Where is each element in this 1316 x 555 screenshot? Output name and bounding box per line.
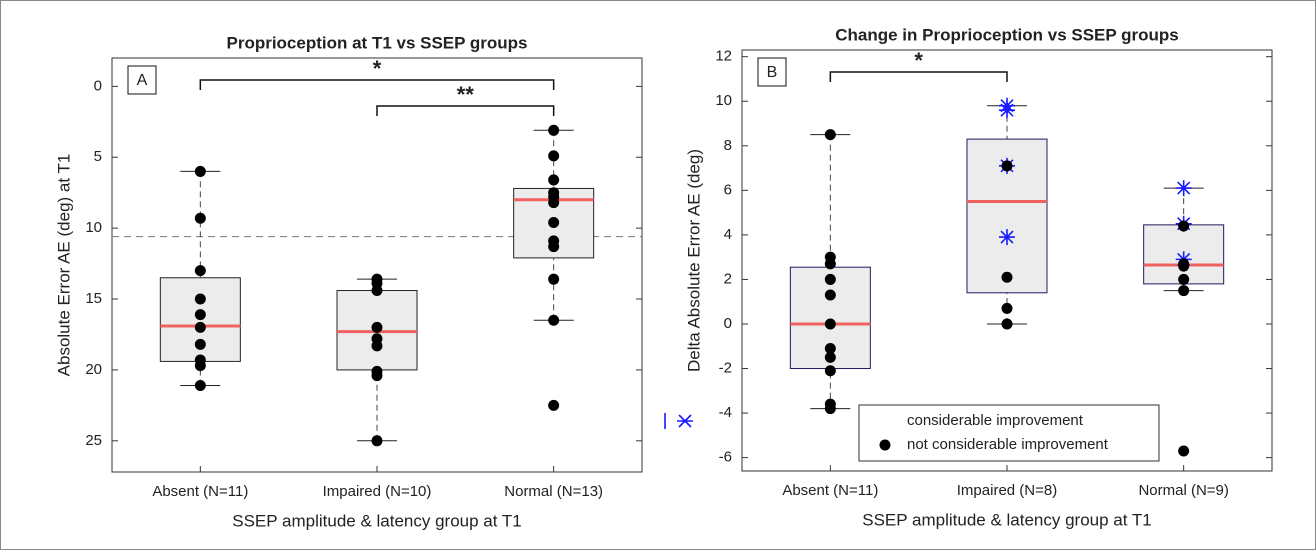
point: [371, 285, 383, 297]
legend-box: [858, 404, 1160, 462]
point: [548, 124, 560, 136]
point: [548, 241, 560, 253]
significance-label: **: [457, 82, 475, 107]
point: [1178, 445, 1190, 457]
point: [824, 129, 836, 141]
y-tick-label: 8: [724, 137, 732, 154]
point: [824, 318, 836, 330]
point: [1001, 160, 1013, 172]
y-tick-label: 5: [94, 148, 102, 165]
y-tick-label: 0: [724, 315, 732, 332]
y-tick-label: 6: [724, 181, 732, 198]
y-tick-label: 12: [715, 48, 732, 65]
point: [194, 165, 206, 177]
y-tick-label: -4: [719, 404, 732, 421]
point: [371, 370, 383, 382]
chart-title: Change in Proprioception vs SSEP groups: [835, 25, 1179, 44]
y-tick-label: 10: [715, 92, 732, 109]
point: [194, 360, 206, 372]
significance-label: *: [914, 48, 923, 73]
significance-label: *: [373, 56, 382, 81]
point: [194, 309, 206, 321]
point: [194, 321, 206, 333]
x-tick-label: Impaired (N=8): [957, 482, 1057, 499]
y-tick-label: 20: [85, 361, 102, 378]
y-tick-label: 15: [85, 290, 102, 307]
significance-bracket: [376, 105, 555, 116]
point-star: [1175, 180, 1192, 197]
point-star: [999, 229, 1015, 246]
point-star: [999, 102, 1015, 119]
point: [548, 273, 560, 285]
y-axis-label: Absolute Error AE (deg) at T1: [54, 154, 73, 377]
panel-label: A: [137, 72, 148, 89]
y-tick-label: 4: [724, 226, 732, 243]
point: [824, 351, 836, 363]
y-tick-label: 2: [724, 270, 732, 287]
y-tick-label: -6: [719, 449, 732, 466]
significance-bracket: [199, 79, 555, 90]
point: [548, 150, 560, 162]
chart-title: Proprioception at T1 vs SSEP groups: [226, 33, 527, 52]
point: [194, 265, 206, 277]
point: [1001, 318, 1013, 330]
legend-label: not considerable improvement: [907, 436, 1109, 453]
y-tick-label: 25: [85, 432, 102, 449]
point: [548, 216, 560, 228]
y-axis-label: Delta Absolute Error AE (deg): [684, 149, 703, 372]
point: [824, 273, 836, 285]
legend-marker: [664, 413, 693, 429]
point: [194, 293, 206, 305]
point: [1178, 273, 1190, 285]
panel-label-box: [127, 65, 157, 95]
point: [1178, 285, 1190, 297]
legend-label: considerable improvement: [907, 412, 1084, 429]
y-tick-label: 10: [85, 219, 102, 236]
point: [548, 314, 560, 326]
point: [824, 403, 836, 415]
point: [1178, 260, 1190, 272]
legend-marker: [879, 439, 891, 451]
point: [371, 435, 383, 447]
point: [548, 399, 560, 411]
panel-label: B: [767, 64, 778, 81]
panel-label-box: [757, 57, 787, 87]
x-tick-label: Absent (N=11): [782, 482, 878, 499]
point: [1001, 271, 1013, 283]
x-axis-label: SSEP amplitude & latency group at T1: [862, 510, 1152, 529]
point: [824, 342, 836, 354]
point: [371, 321, 383, 333]
point: [824, 365, 836, 377]
y-tick-label: -2: [719, 360, 732, 377]
point: [824, 289, 836, 301]
point: [371, 340, 383, 352]
x-tick-label: Normal (N=9): [1138, 482, 1228, 499]
x-tick-label: Impaired (N=10): [323, 483, 432, 500]
x-tick-label: Absent (N=11): [152, 483, 248, 500]
point: [1001, 302, 1013, 314]
point: [194, 212, 206, 224]
point: [548, 197, 560, 209]
point: [548, 174, 560, 186]
y-tick-label: 0: [94, 77, 102, 94]
point: [1178, 220, 1190, 232]
significance-bracket: [829, 71, 1008, 82]
point: [824, 258, 836, 270]
x-axis-label: SSEP amplitude & latency group at T1: [232, 511, 522, 530]
x-tick-label: Normal (N=13): [504, 483, 603, 500]
point: [194, 338, 206, 350]
point: [194, 380, 206, 392]
